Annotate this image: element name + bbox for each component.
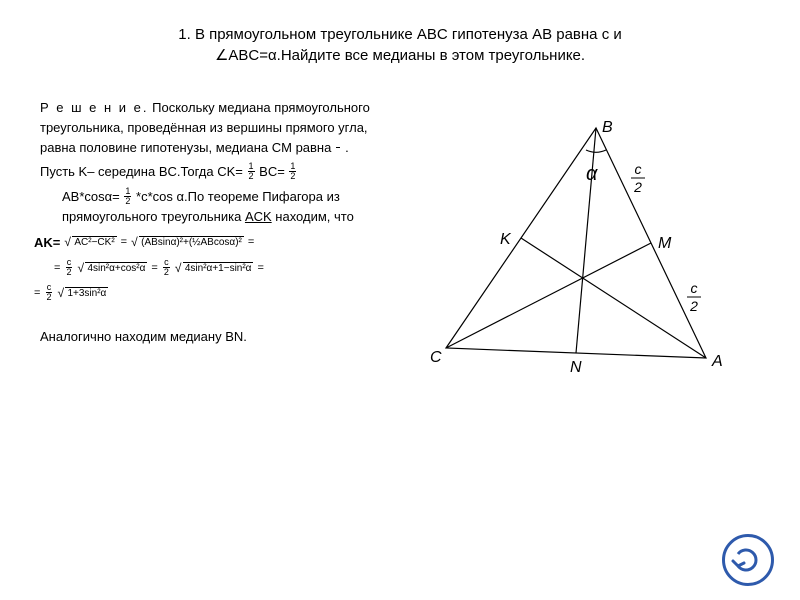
p2b: BC=: [259, 164, 288, 179]
root-1-3sin: 1+3sin²α: [57, 286, 108, 302]
problem-number: 1.: [178, 26, 191, 43]
problem-line2: ∠ABC=α.Найдите все медианы в этом треуго…: [215, 47, 585, 64]
root-4sin-cos: 4sin²α+cos²α: [77, 261, 147, 277]
label-c: C: [430, 349, 442, 366]
median-ak: [521, 238, 706, 358]
rad4: 4sin²α+1−sin²α: [183, 262, 254, 274]
root-ac2-ck2: AC²−CK²: [64, 235, 116, 251]
ak-row-2: = c2 4sin²α+cos²α = c2 4sin²α+1−sin²α =: [54, 259, 380, 278]
triangle-diagram: A B C K M N α c 2 c 2: [426, 118, 746, 393]
frac-c2-bot-den: 2: [689, 298, 698, 314]
fcad: 2: [65, 268, 72, 277]
fcbd: 2: [163, 268, 170, 277]
eq1: =: [121, 234, 127, 251]
rad1: AC²−CK²: [72, 236, 116, 248]
ak-row-1: AK= AC²−CK² = (ABsinα)²+(½ABcosα)² =: [34, 233, 380, 253]
fccd: 2: [45, 293, 52, 302]
next-button[interactable]: [722, 534, 774, 586]
eq3a: =: [34, 285, 40, 302]
frac-c2-b: c2: [163, 258, 170, 277]
label-k: K: [500, 231, 512, 248]
eq2a: =: [54, 260, 60, 277]
frac-c2-top-den: 2: [633, 179, 642, 195]
rad2: (ABsinα)²+(½ABcosα)²: [139, 236, 244, 248]
p2e: находим, что: [275, 209, 354, 224]
f3d: 2: [124, 197, 131, 206]
label-m: M: [658, 235, 672, 252]
f1d: 2: [248, 172, 255, 181]
root-expr2: (ABsinα)²+(½ABcosα)²: [131, 235, 244, 251]
ack: ACK: [245, 209, 272, 224]
median-bn: [576, 128, 596, 353]
frac-half-2: 12: [289, 162, 296, 181]
frac-c-over-2-blank: [336, 138, 341, 157]
eq1b: =: [248, 234, 254, 251]
p2c: AB*cosα=: [62, 189, 120, 204]
root-4sin-1-sin: 4sin²α+1−sin²α: [175, 261, 254, 277]
label-b: B: [602, 119, 613, 136]
eq2b: =: [151, 260, 157, 277]
frac-half-3: 12: [124, 187, 131, 206]
frac-c2-bot-num: c: [691, 280, 698, 296]
f2d: 2: [289, 172, 296, 181]
rad3: 4sin²α+cos²α: [85, 262, 147, 274]
frac-c2-top-num: c: [635, 161, 642, 177]
eq2c: =: [257, 260, 263, 277]
label-a: A: [711, 353, 723, 370]
solution-block: Р е ш е н и е. Поскольку медиана прямоуг…: [40, 98, 380, 351]
problem-statement: 1. В прямоугольном треугольнике ABC гипо…: [40, 24, 760, 66]
ak-label: AK=: [34, 233, 60, 253]
label-alpha: α: [586, 163, 598, 185]
frac-half-1: 12: [248, 162, 255, 181]
ak-row-3: = c2 1+3sin²α: [34, 284, 380, 303]
arrow-return-icon: [730, 542, 766, 578]
solution-heading: Р е ш е н и е.: [40, 100, 149, 115]
p2a: Пусть K– середина BC.Тогда CK=: [40, 164, 243, 179]
frac-c2-a: c2: [65, 258, 72, 277]
frac-c2-c: c2: [45, 283, 52, 302]
angle-alpha-arc: [586, 150, 606, 152]
closing: Аналогично находим медиану BN.: [40, 327, 380, 347]
rad5: 1+3sin²α: [65, 287, 108, 299]
solution-p1b: .: [345, 140, 349, 155]
problem-line1: В прямоугольном треугольнике ABC гипотен…: [195, 26, 622, 43]
median-cm: [446, 243, 651, 348]
label-n: N: [570, 359, 582, 376]
